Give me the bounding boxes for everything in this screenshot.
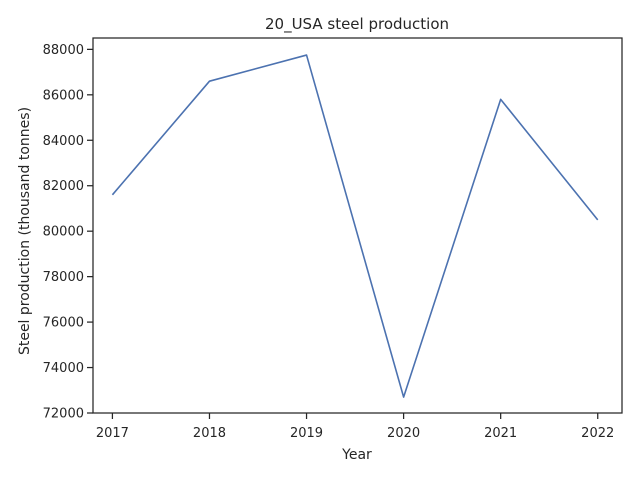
x-tick-label: 2018	[193, 426, 226, 441]
y-axis-label: Steel production (thousand tonnes)	[17, 107, 33, 355]
x-tick-label: 2020	[387, 426, 420, 441]
series-line	[111, 54, 599, 398]
x-axis-label: Year	[341, 447, 372, 463]
y-tick-label: 88000	[43, 43, 84, 58]
y-tick-label: 86000	[43, 88, 84, 103]
x-tick-label: 2022	[581, 426, 614, 441]
chart-title: 20_USA steel production	[265, 15, 449, 34]
y-tick-label: 72000	[43, 407, 84, 422]
y-tick-label: 76000	[43, 316, 84, 331]
axes-frame	[92, 37, 623, 414]
y-tick-label: 80000	[43, 225, 84, 240]
plot-area: 2017 2018 2019 2020 2021 2022 72000 74000 76000 7…	[43, 37, 623, 441]
y-tick-label: 84000	[43, 134, 84, 149]
x-tick-label: 2021	[484, 426, 517, 441]
y-tick-label: 82000	[43, 179, 84, 194]
y-tick-label: 78000	[43, 270, 84, 285]
x-tick-label: 2017	[96, 426, 129, 441]
x-tick-label: 2019	[290, 426, 323, 441]
y-tick-label: 74000	[43, 361, 84, 376]
